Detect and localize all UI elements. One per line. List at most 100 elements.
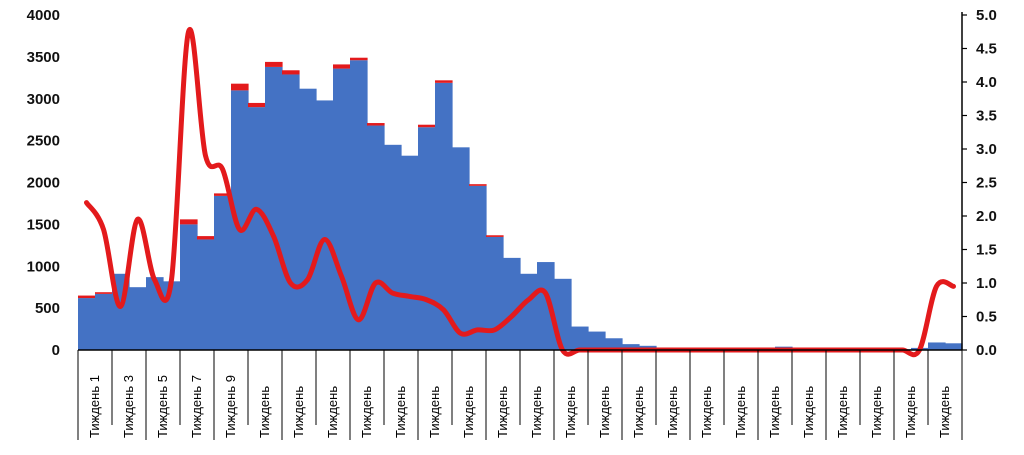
- bar-cap: [486, 235, 504, 237]
- right-tick-label: 1.0: [976, 275, 997, 292]
- x-category-label: Тиждень: [393, 386, 408, 438]
- bar-cap: [95, 292, 113, 294]
- left-tick-label: 2000: [27, 175, 60, 192]
- x-category-label: Тиждень 1: [87, 375, 102, 438]
- bar: [299, 88, 317, 350]
- x-category-label: Тиждень: [903, 386, 918, 438]
- right-tick-label: 0.5: [976, 309, 997, 326]
- bar-cap: [350, 57, 368, 61]
- left-tick-label: 1000: [27, 258, 60, 275]
- bar: [146, 277, 164, 350]
- left-tick-label: 500: [35, 300, 60, 317]
- x-category-label: Тиждень 7: [189, 375, 204, 438]
- left-tick-label: 1500: [27, 216, 60, 233]
- x-category-label: Тиждень: [257, 386, 272, 438]
- bar: [571, 326, 589, 350]
- bar: [520, 273, 538, 350]
- right-tick-label: 2.5: [976, 175, 997, 192]
- right-tick-label: 3.5: [976, 108, 997, 125]
- bar: [622, 344, 640, 350]
- bar: [945, 343, 963, 350]
- bar-cap: [78, 295, 96, 299]
- bar: [95, 293, 113, 350]
- bar: [350, 60, 368, 350]
- bar: [282, 74, 300, 351]
- right-tick-label: 4.0: [976, 74, 997, 91]
- x-category-label: Тиждень: [801, 386, 816, 438]
- x-category-label: Тиждень: [937, 386, 952, 438]
- x-category-labels: Тиждень 1 Тиждень 3 Тиждень 5 Тиждень 7 Тижд…: [77, 350, 963, 440]
- bar: [129, 287, 147, 350]
- left-tick-label: 3500: [27, 49, 60, 66]
- bar-cap: [418, 124, 436, 128]
- bar: [333, 68, 351, 350]
- left-tick-label: 2500: [27, 133, 60, 150]
- x-category-label: Тиждень: [325, 386, 340, 438]
- x-category-label: Тиждень: [563, 386, 578, 438]
- right-tick-label: 4.5: [976, 41, 997, 58]
- bar: [197, 239, 215, 350]
- x-category-label: Тиждень: [631, 386, 646, 438]
- right-tick-label: 2.0: [976, 208, 997, 225]
- bar: [605, 338, 623, 350]
- x-category-label: Тиждень: [767, 386, 782, 438]
- bar: [928, 342, 946, 350]
- left-tick-label: 0: [52, 342, 60, 359]
- x-category-label: Тиждень: [359, 386, 374, 438]
- bar: [316, 100, 334, 350]
- bar: [367, 125, 385, 350]
- bar: [435, 82, 453, 351]
- bar: [180, 224, 198, 350]
- right-tick-label: 0.0: [976, 342, 997, 359]
- bar-cap: [214, 193, 232, 196]
- x-category-label: Тиждень: [461, 386, 476, 438]
- bar-cap: [333, 64, 351, 69]
- bar-cap: [248, 102, 266, 108]
- bars-layer: [78, 57, 963, 351]
- left-axis-ticks: 0 500 1000 1500 2000 2500 3000 3500 4000: [27, 7, 60, 359]
- bar: [214, 195, 232, 350]
- x-category-label: Тиждень 3: [121, 375, 136, 438]
- bar: [588, 331, 606, 350]
- x-category-label: Тиждень: [427, 386, 442, 438]
- right-tick-label: 5.0: [976, 7, 997, 24]
- bar: [503, 257, 521, 350]
- bar: [418, 127, 436, 350]
- x-category-label: Тиждень: [665, 386, 680, 438]
- left-tick-label: 4000: [27, 7, 60, 24]
- bar-cap: [197, 236, 215, 240]
- bar-cap: [435, 80, 453, 83]
- bar-cap: [231, 83, 249, 91]
- bar-cap: [265, 61, 283, 67]
- bar: [248, 107, 266, 350]
- right-tick-label: 3.0: [976, 141, 997, 158]
- bar: [231, 90, 249, 350]
- x-category-label: Тиждень: [869, 386, 884, 438]
- bar-cap: [180, 219, 198, 225]
- bar: [384, 144, 402, 350]
- x-category-label: Тиждень 9: [223, 375, 238, 438]
- bar: [486, 236, 504, 350]
- x-category-label: Тиждень: [597, 386, 612, 438]
- left-tick-label: 3000: [27, 91, 60, 108]
- bar: [265, 66, 283, 351]
- bar: [469, 185, 487, 350]
- bar-cap: [469, 184, 487, 186]
- x-category-label: Тиждень: [835, 386, 850, 438]
- right-axis-ticks: 0.0 0.5 1.0 1.5 2.0 2.5 3.0 3.5 4.0 4.5 5.0: [976, 7, 997, 359]
- bar: [537, 262, 555, 350]
- bar-cap: [282, 70, 300, 75]
- bar: [78, 298, 96, 350]
- bar: [401, 155, 419, 350]
- x-category-label: Тиждень: [699, 386, 714, 438]
- x-category-label: Тиждень: [495, 386, 510, 438]
- x-category-label: Тиждень 5: [155, 375, 170, 438]
- bar: [452, 147, 470, 350]
- x-category-label: Тиждень: [291, 386, 306, 438]
- x-category-label: Тиждень: [529, 386, 544, 438]
- x-category-label: Тиждень: [733, 386, 748, 438]
- right-tick-label: 1.5: [976, 242, 997, 259]
- bar-cap: [367, 123, 385, 126]
